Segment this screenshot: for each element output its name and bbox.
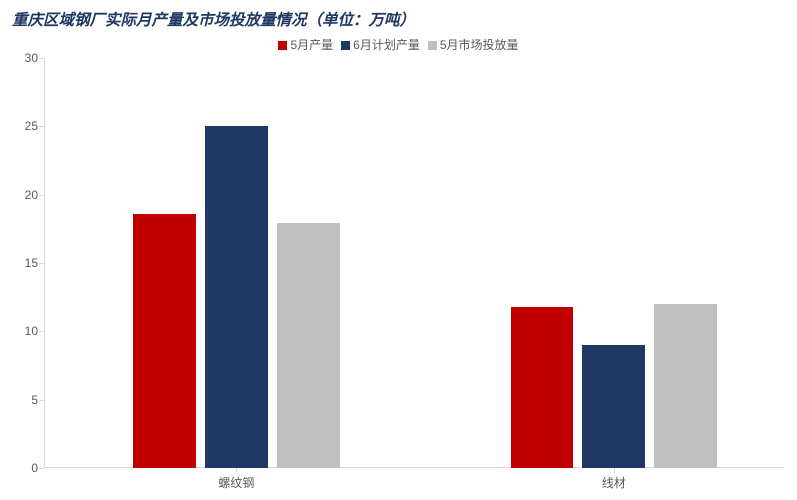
- x-tick-mark: [614, 468, 615, 473]
- y-tick-label: 0: [8, 461, 38, 475]
- y-tick-mark: [39, 126, 44, 127]
- bar: [582, 345, 645, 468]
- plot-area: 051015202530螺纹钢线材: [44, 58, 784, 468]
- legend-swatch: [278, 41, 287, 50]
- x-tick-label: 螺纹钢: [218, 474, 254, 491]
- legend-swatch: [428, 41, 437, 50]
- y-tick-mark: [39, 263, 44, 264]
- y-tick-mark: [39, 400, 44, 401]
- y-tick-mark: [39, 331, 44, 332]
- chart-title: 重庆区域钢厂实际月产量及市场投放量情况（单位：万吨）: [12, 8, 415, 30]
- legend-item: 5月市场投放量: [428, 36, 519, 53]
- y-tick-label: 30: [8, 51, 38, 65]
- legend-item: 6月计划产量: [341, 36, 420, 53]
- chart-legend: 5月产量 6月计划产量 5月市场投放量: [0, 36, 797, 53]
- legend-label: 5月市场投放量: [440, 38, 519, 52]
- y-tick-mark: [39, 58, 44, 59]
- legend-swatch: [341, 41, 350, 50]
- y-tick-mark: [39, 195, 44, 196]
- bar: [277, 223, 340, 468]
- bar: [133, 214, 196, 468]
- y-tick-label: 10: [8, 324, 38, 338]
- y-tick-label: 15: [8, 256, 38, 270]
- y-tick-mark: [39, 468, 44, 469]
- bar: [654, 304, 717, 468]
- x-tick-mark: [236, 468, 237, 473]
- legend-item: 5月产量: [278, 36, 333, 53]
- legend-label: 5月产量: [290, 38, 333, 52]
- y-tick-label: 20: [8, 188, 38, 202]
- x-tick-label: 线材: [602, 474, 626, 491]
- bar: [205, 126, 268, 468]
- bar: [511, 307, 574, 468]
- y-tick-label: 5: [8, 393, 38, 407]
- y-axis-line: [44, 58, 45, 468]
- y-tick-label: 25: [8, 119, 38, 133]
- legend-label: 6月计划产量: [353, 38, 420, 52]
- chart-container: 重庆区域钢厂实际月产量及市场投放量情况（单位：万吨） 5月产量 6月计划产量 5月市…: [0, 0, 797, 500]
